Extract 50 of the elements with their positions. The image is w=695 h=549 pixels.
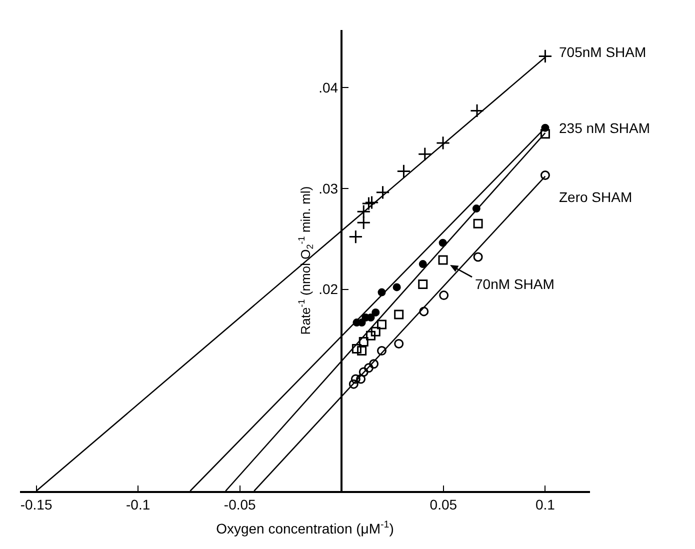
point <box>348 230 363 244</box>
point <box>394 338 404 348</box>
point <box>473 218 483 228</box>
x-axis-title: Oxygen concentration (μM$^{-1}$) <box>216 519 394 536</box>
y-tick-label: .02 <box>318 281 338 298</box>
point <box>356 204 371 219</box>
point <box>357 346 367 356</box>
x-tick-label: 0.1 <box>535 496 556 513</box>
point <box>436 136 450 150</box>
point <box>358 336 368 346</box>
point <box>377 320 386 330</box>
point <box>376 185 390 200</box>
x-tick-label: -0.05 <box>224 496 256 513</box>
point <box>372 308 380 316</box>
y-tick-label: .04 <box>318 79 338 96</box>
point <box>540 170 550 180</box>
point <box>364 195 379 210</box>
legend-label: 70nM SHAM <box>475 276 554 292</box>
point <box>370 326 380 336</box>
point <box>366 330 376 340</box>
x-tick-label: -0.1 <box>126 496 150 513</box>
point <box>356 216 371 230</box>
point <box>369 359 379 369</box>
point <box>439 290 449 300</box>
y-tick-label: .03 <box>318 180 338 196</box>
series-label: Zero SHAM <box>559 189 632 205</box>
point <box>418 260 427 268</box>
point <box>352 344 362 354</box>
x-tick-label: 0.05 <box>430 496 458 513</box>
point <box>418 147 432 162</box>
point <box>356 374 366 384</box>
point <box>348 379 358 389</box>
point <box>418 279 428 289</box>
point <box>350 374 360 384</box>
series-label: 705nM SHAM <box>559 44 646 60</box>
point <box>377 346 386 356</box>
point <box>470 104 484 118</box>
point <box>364 363 374 373</box>
x-tick-label: -0.15 <box>20 496 52 513</box>
series-label: 235 nM SHAM <box>559 120 650 136</box>
point <box>394 310 404 320</box>
point <box>473 252 483 262</box>
point <box>538 49 552 64</box>
point <box>392 283 401 292</box>
point <box>396 164 411 178</box>
point <box>438 255 448 265</box>
point <box>362 196 376 211</box>
point <box>358 367 368 377</box>
point <box>419 306 429 316</box>
point <box>540 129 550 139</box>
